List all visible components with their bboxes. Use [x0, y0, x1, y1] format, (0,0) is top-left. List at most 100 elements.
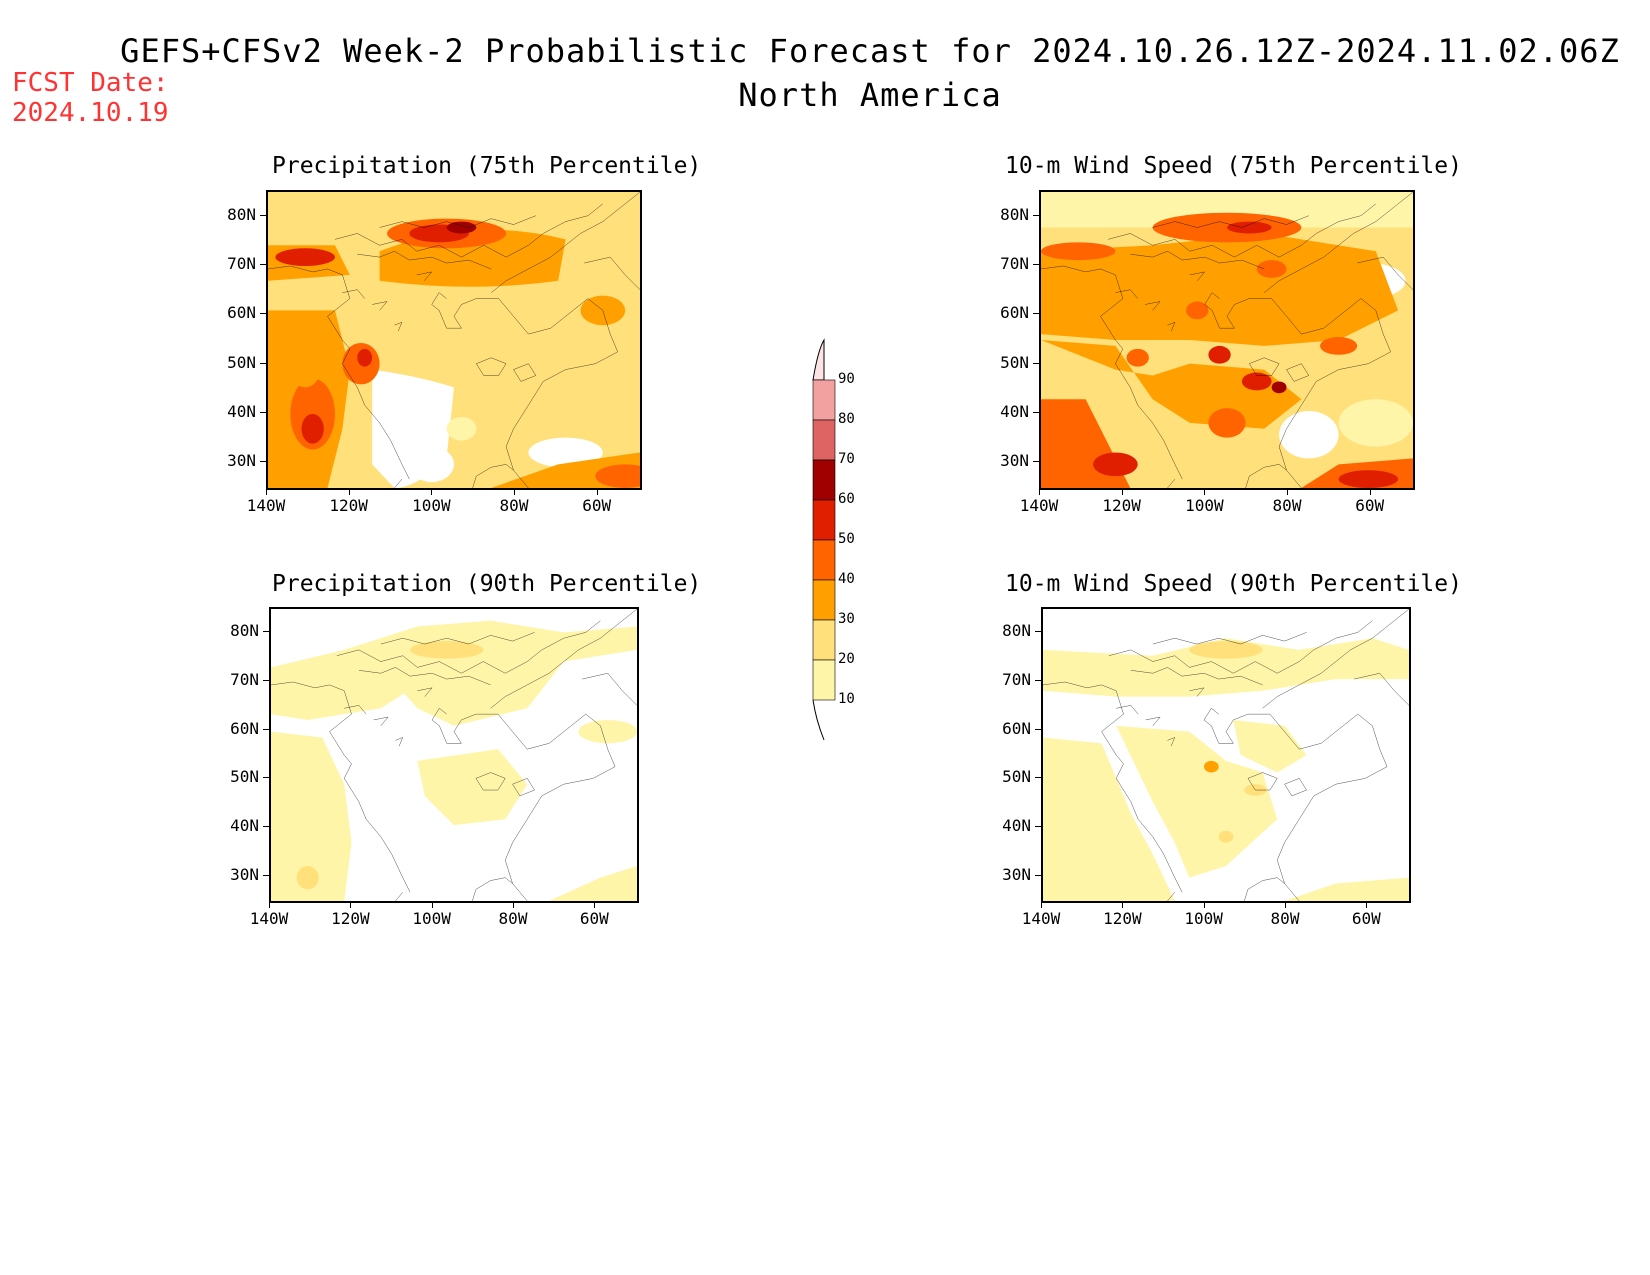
lat-tick-label: 80N: [1002, 621, 1031, 641]
coastline: [337, 621, 601, 674]
lon-tick-label: 80W: [1270, 909, 1300, 928]
coastline: [432, 299, 618, 471]
probability-shading: [1126, 348, 1149, 367]
colorbar-swatch: [812, 619, 836, 661]
probability-shading: [290, 378, 335, 450]
map-field: [271, 609, 637, 901]
panel-title-precip-75: Precipitation (75th Percentile): [272, 153, 702, 179]
lat-tick-label: 70N: [230, 670, 259, 689]
colorbar-level-label: 10: [838, 691, 855, 707]
lon-tick-label: 60W: [1355, 496, 1385, 515]
lon-tick-label: 100W: [412, 496, 451, 515]
probability-shading: [446, 221, 477, 234]
lat-tick-label: 50N: [230, 767, 259, 787]
coastline: [1246, 464, 1302, 488]
colorbar-top-cap: [812, 338, 825, 381]
lon-tick-label: 80W: [498, 909, 528, 928]
lon-tick-label: 80W: [1272, 496, 1302, 515]
lon-tick-label: 100W: [1184, 909, 1223, 928]
lat-tick: [1035, 680, 1042, 681]
coastline: [381, 632, 535, 644]
fcst-date-label: FCST Date:: [12, 68, 169, 98]
coastline: [1131, 667, 1263, 685]
map-precip-90: [269, 607, 639, 903]
coastline: [373, 717, 388, 726]
coastline: [1249, 358, 1279, 376]
probability-shading: [1043, 737, 1175, 901]
lat-tick: [263, 728, 270, 730]
lat-tick-label: 70N: [227, 254, 256, 273]
panel-title-wind-90: 10-m Wind Speed (90th Percentile): [1005, 571, 1462, 597]
lon-tick-label: 140W: [246, 496, 286, 515]
lon-tick-label: 140W: [1021, 909, 1061, 928]
lat-tick: [260, 264, 267, 265]
probability-shading: [301, 414, 324, 444]
lon-tick: [594, 901, 596, 908]
coastline: [1041, 266, 1182, 479]
colorbar-swatch: [812, 499, 836, 541]
probability-shading: [1256, 260, 1287, 278]
lon-tick-label: 100W: [1185, 496, 1224, 515]
colorbar-swatch: [812, 659, 836, 701]
probability-shading: [1043, 638, 1409, 697]
lat-tick: [1033, 412, 1040, 413]
coastline: [513, 778, 535, 796]
coastline: [1205, 299, 1391, 471]
lon-tick-label: 120W: [1103, 909, 1142, 928]
coastline: [1145, 302, 1160, 311]
coastline: [1189, 688, 1204, 697]
coastline: [1130, 251, 1264, 269]
probability-shading: [1116, 725, 1278, 878]
lat-tick: [1035, 777, 1042, 779]
colorbar-level-label: 30: [838, 611, 855, 627]
coastline: [1248, 773, 1277, 791]
probability-shading: [1320, 337, 1358, 355]
coastline: [395, 737, 402, 746]
lon-tick: [596, 488, 598, 495]
colorbar-level-label: 80: [838, 411, 855, 427]
lon-tick-label: 120W: [329, 496, 368, 515]
lat-tick-label: 80N: [1000, 204, 1029, 224]
map-field: [268, 192, 640, 488]
lat-tick-label: 50N: [1000, 352, 1029, 372]
lat-tick-label: 40N: [1000, 402, 1029, 421]
colorbar-swatch: [812, 579, 836, 621]
probability-shading: [1279, 411, 1339, 459]
probability-shading: [1233, 719, 1307, 773]
coastline: [1354, 673, 1409, 705]
probability-shading: [1227, 221, 1272, 234]
lon-tick-label: 60W: [582, 496, 612, 515]
probability-shading: [1186, 301, 1209, 320]
lat-tick: [263, 874, 270, 876]
lat-tick: [1035, 874, 1042, 876]
lat-tick-label: 30N: [230, 864, 259, 884]
lat-tick: [263, 680, 270, 681]
lon-tick: [269, 901, 270, 908]
coastline: [1205, 293, 1220, 305]
lon-tick-label: 140W: [249, 909, 289, 928]
coastline: [342, 290, 364, 299]
colorbar-level-label: 40: [838, 571, 855, 587]
panel-title-precip-90: Precipitation (90th Percentile): [272, 571, 702, 597]
probability-shading: [1241, 372, 1272, 391]
probability-shading: [1284, 877, 1409, 901]
lon-tick: [1285, 901, 1286, 908]
coastline: [1264, 192, 1413, 293]
coastline: [372, 302, 387, 311]
lat-tick-label: 80N: [227, 204, 256, 224]
lat-tick: [263, 631, 270, 633]
colorbar-swatch: [812, 379, 836, 421]
probability-shading: [1338, 470, 1399, 488]
coastline: [1287, 364, 1309, 382]
lat-tick-label: 60N: [230, 718, 259, 738]
lat-tick-label: 60N: [1002, 718, 1031, 738]
map-field: [1043, 609, 1409, 901]
coastline: [582, 673, 637, 705]
lat-tick: [1033, 461, 1040, 463]
probability-shading: [1189, 641, 1263, 659]
lat-tick: [263, 777, 270, 779]
probability-shading: [1208, 345, 1231, 364]
probability-shading: [380, 649, 564, 726]
lat-tick: [1035, 631, 1042, 633]
colorbar-swatch: [812, 539, 836, 581]
